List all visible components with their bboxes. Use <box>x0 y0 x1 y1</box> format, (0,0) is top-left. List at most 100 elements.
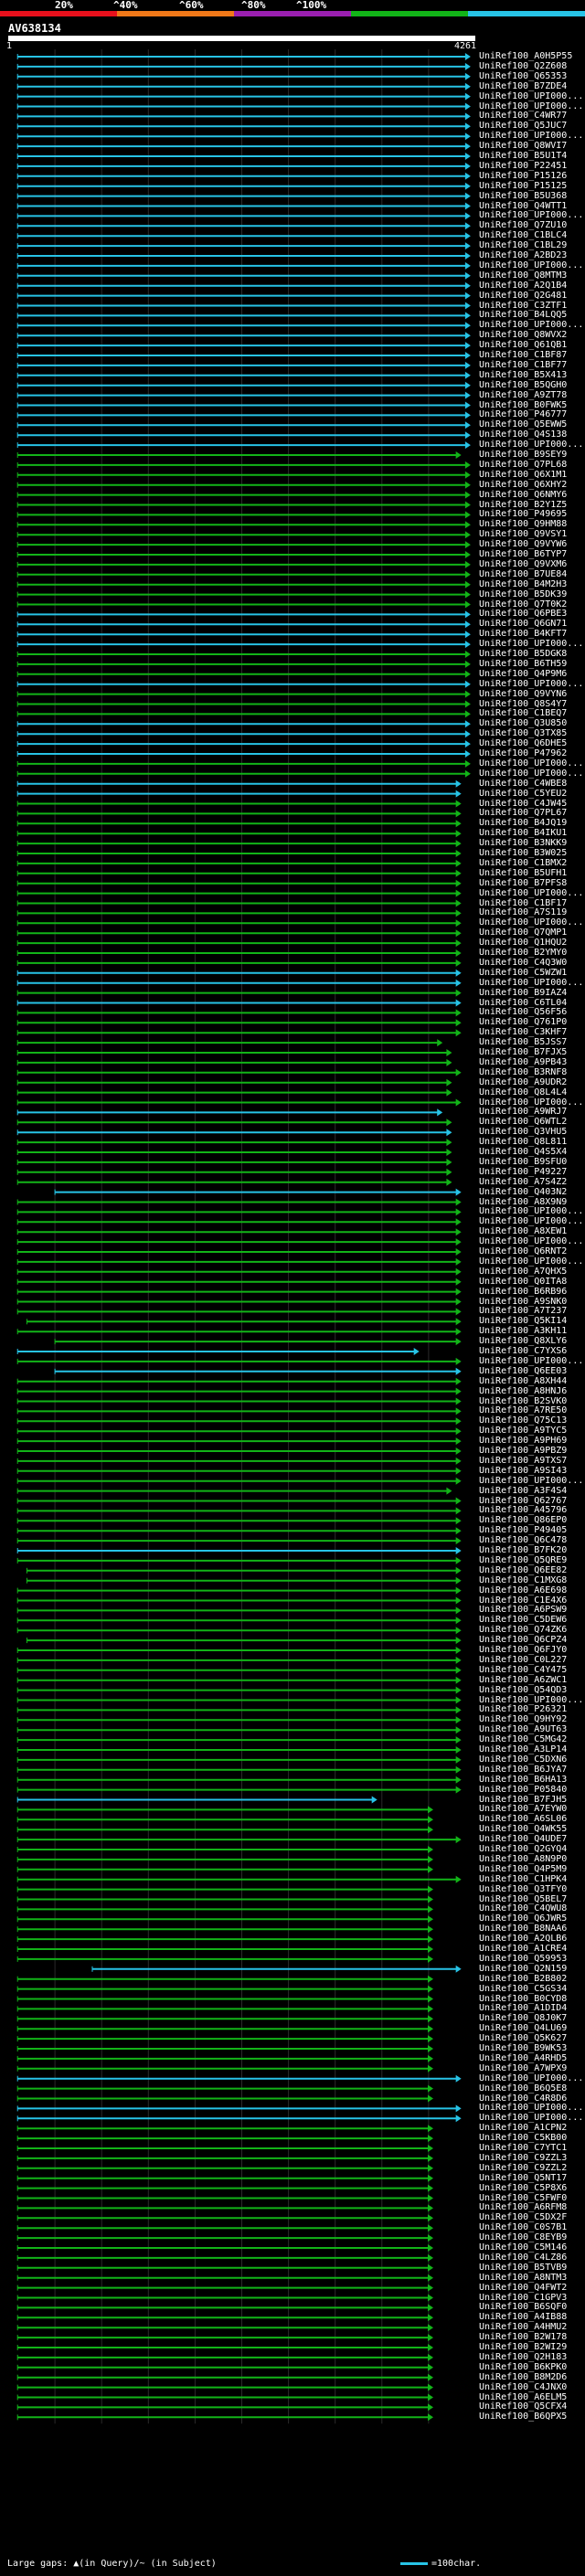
hit-label[interactable]: UniRef100_Q74ZK6 <box>479 1625 568 1636</box>
hit-label[interactable]: UniRef100_P05840 <box>479 1784 568 1795</box>
hit-label[interactable]: UniRef100_A3KH11 <box>479 1326 568 1337</box>
hit-label[interactable]: UniRef100_Q59953 <box>479 1953 568 1964</box>
hit-label[interactable]: UniRef100_UPI000... <box>479 639 584 650</box>
hit-label[interactable]: UniRef100_Q8S4Y7 <box>479 698 568 709</box>
hit-label[interactable]: UniRef100_B2Y1Z5 <box>479 499 568 510</box>
hit-label[interactable]: UniRef100_A9TXS7 <box>479 1455 568 1466</box>
hit-label[interactable]: UniRef100_A4RHD5 <box>479 2052 568 2063</box>
hit-label[interactable]: UniRef100_A1DID4 <box>479 2003 568 2014</box>
hit-label[interactable]: UniRef100_Q2GYQ4 <box>479 1844 568 1854</box>
hit-label[interactable]: UniRef100_Q6X1M1 <box>479 469 568 480</box>
hit-label[interactable]: UniRef100_B3NKK9 <box>479 838 568 849</box>
hit-label[interactable]: UniRef100_Q4LU69 <box>479 2023 568 2034</box>
hit-label[interactable]: UniRef100_Q7QMP1 <box>479 928 568 938</box>
hit-label[interactable]: UniRef100_Q8MTM3 <box>479 270 568 281</box>
hit-label[interactable]: UniRef100_Q4P9M6 <box>479 668 568 679</box>
hit-label[interactable]: UniRef100_C6TL04 <box>479 997 568 1008</box>
hit-label[interactable]: UniRef100_C5P8X6 <box>479 2182 568 2193</box>
hit-label[interactable]: UniRef100_C4WBE8 <box>479 778 568 789</box>
hit-label[interactable]: UniRef100_B6HA13 <box>479 1774 568 1785</box>
hit-label[interactable]: UniRef100_Q75C13 <box>479 1415 568 1426</box>
hit-label[interactable]: UniRef100_Q6C478 <box>479 1535 568 1546</box>
hit-label[interactable]: UniRef100_A9PB43 <box>479 1056 568 1067</box>
hit-label[interactable]: UniRef100_C9ZZL2 <box>479 2162 568 2173</box>
hit-label[interactable]: UniRef100_P46777 <box>479 409 568 420</box>
hit-label[interactable]: UniRef100_A45796 <box>479 1505 568 1516</box>
hit-label[interactable]: UniRef100_A8HNJ6 <box>479 1385 568 1396</box>
hit-label[interactable]: UniRef100_UPI000... <box>479 1475 584 1486</box>
hit-label[interactable]: UniRef100_C9ZZL3 <box>479 2152 568 2163</box>
hit-label[interactable]: UniRef100_Q2N159 <box>479 1963 568 1974</box>
hit-label[interactable]: UniRef100_Q8XLY6 <box>479 1336 568 1347</box>
hit-label[interactable]: UniRef100_C4JW45 <box>479 798 568 809</box>
hit-label[interactable]: UniRef100_P22451 <box>479 160 568 171</box>
hit-label[interactable]: UniRef100_Q4P5M9 <box>479 1863 568 1874</box>
hit-label[interactable]: UniRef100_B3W025 <box>479 848 568 858</box>
hit-label[interactable]: UniRef100_Q9VSY1 <box>479 529 568 540</box>
hit-label[interactable]: UniRef100_Q3TFY0 <box>479 1883 568 1894</box>
hit-label[interactable]: UniRef100_B2WI29 <box>479 2342 568 2352</box>
hit-label[interactable]: UniRef100_C5MG42 <box>479 1734 568 1745</box>
hit-label[interactable]: UniRef100_P15126 <box>479 170 568 181</box>
hit-label[interactable]: UniRef100_C1BLC4 <box>479 230 568 241</box>
hit-label[interactable]: UniRef100_B2B802 <box>479 1973 568 1984</box>
hit-label[interactable]: UniRef100_C3ZTF1 <box>479 300 568 311</box>
hit-label[interactable]: UniRef100_P49227 <box>479 1166 568 1177</box>
hit-label[interactable]: UniRef100_Q61QB1 <box>479 340 568 351</box>
hit-label[interactable]: UniRef100_C1BF77 <box>479 359 568 370</box>
hit-label[interactable]: UniRef100_B5JSS7 <box>479 1037 568 1048</box>
hit-label[interactable]: UniRef100_Q6PBE3 <box>479 609 568 620</box>
hit-label[interactable]: UniRef100_C5M146 <box>479 2242 568 2253</box>
hit-label[interactable]: UniRef100_B6RB96 <box>479 1286 568 1297</box>
hit-label[interactable]: UniRef100_Q5JUC7 <box>479 121 568 132</box>
hit-label[interactable]: UniRef100_Q6RNT2 <box>479 1246 568 1256</box>
hit-label[interactable]: UniRef100_A9PBZ9 <box>479 1446 568 1456</box>
hit-label[interactable]: UniRef100_C5KB00 <box>479 2133 568 2144</box>
hit-label[interactable]: UniRef100_Q9VYN6 <box>479 688 568 699</box>
hit-label[interactable]: UniRef100_Q2G481 <box>479 290 568 301</box>
hit-label[interactable]: UniRef100_B5TVB9 <box>479 2262 568 2273</box>
hit-label[interactable]: UniRef100_Q7PL67 <box>479 808 568 819</box>
hit-label[interactable]: UniRef100_A7WPX9 <box>479 2062 568 2073</box>
hit-label[interactable]: UniRef100_Q5BEL7 <box>479 1893 568 1904</box>
hit-label[interactable]: UniRef100_UPI000... <box>479 131 584 142</box>
hit-label[interactable]: UniRef100_C4Y475 <box>479 1664 568 1675</box>
hit-label[interactable]: UniRef100_C4R8D6 <box>479 2093 568 2104</box>
hit-label[interactable]: UniRef100_A4IB88 <box>479 2312 568 2323</box>
hit-label[interactable]: UniRef100_Q3VHU5 <box>479 1127 568 1138</box>
hit-label[interactable]: UniRef100_B6JYA7 <box>479 1764 568 1775</box>
hit-label[interactable]: UniRef100_Q5CFX4 <box>479 2401 568 2412</box>
hit-label[interactable]: UniRef100_A2Q1B4 <box>479 280 568 291</box>
hit-label[interactable]: UniRef100_C5GS34 <box>479 1983 568 1994</box>
hit-label[interactable]: UniRef100_C4LZ86 <box>479 2252 568 2263</box>
hit-label[interactable]: UniRef100_Q9HM88 <box>479 519 568 530</box>
hit-label[interactable]: UniRef100_Q54QD3 <box>479 1684 568 1695</box>
hit-label[interactable]: UniRef100_Q9VYW6 <box>479 539 568 550</box>
hit-label[interactable]: UniRef100_B5U368 <box>479 190 568 201</box>
hit-label[interactable]: UniRef100_C4Q3W0 <box>479 957 568 968</box>
hit-label[interactable]: UniRef100_B8M2D6 <box>479 2371 568 2382</box>
hit-label[interactable]: UniRef100_UPI000... <box>479 1206 584 1217</box>
hit-label[interactable]: UniRef100_C4QWU8 <box>479 1903 568 1914</box>
hit-label[interactable]: UniRef100_UPI000... <box>479 887 584 898</box>
hit-label[interactable]: UniRef100_B2YMY0 <box>479 948 568 958</box>
hit-label[interactable]: UniRef100_C1BF17 <box>479 897 568 908</box>
hit-label[interactable]: UniRef100_C5DXN6 <box>479 1754 568 1765</box>
hit-label[interactable]: UniRef100_A9TYC5 <box>479 1426 568 1436</box>
hit-label[interactable]: UniRef100_A9ZT78 <box>479 389 568 400</box>
hit-label[interactable]: UniRef100_A8XH44 <box>479 1375 568 1386</box>
hit-label[interactable]: UniRef100_C5WZW1 <box>479 967 568 978</box>
hit-label[interactable]: UniRef100_B4LQQ5 <box>479 310 568 321</box>
hit-label[interactable]: UniRef100_P26321 <box>479 1704 568 1715</box>
hit-label[interactable]: UniRef100_Q3TX85 <box>479 728 568 739</box>
hit-label[interactable]: UniRef100_B7ZDE4 <box>479 80 568 91</box>
hit-label[interactable]: UniRef100_Q4WTT1 <box>479 200 568 211</box>
hit-label[interactable]: UniRef100_A6ELM5 <box>479 2391 568 2402</box>
hit-label[interactable]: UniRef100_C1BF87 <box>479 350 568 360</box>
hit-label[interactable]: UniRef100_UPI000... <box>479 2113 584 2124</box>
hit-label[interactable]: UniRef100_Q4WK55 <box>479 1824 568 1835</box>
hit-label[interactable]: UniRef100_B6SQF0 <box>479 2302 568 2313</box>
hit-label[interactable]: UniRef100_Q0ITA8 <box>479 1276 568 1287</box>
hit-label[interactable]: UniRef100_A7S119 <box>479 907 568 918</box>
hit-label[interactable]: UniRef100_Q56F56 <box>479 1007 568 1018</box>
